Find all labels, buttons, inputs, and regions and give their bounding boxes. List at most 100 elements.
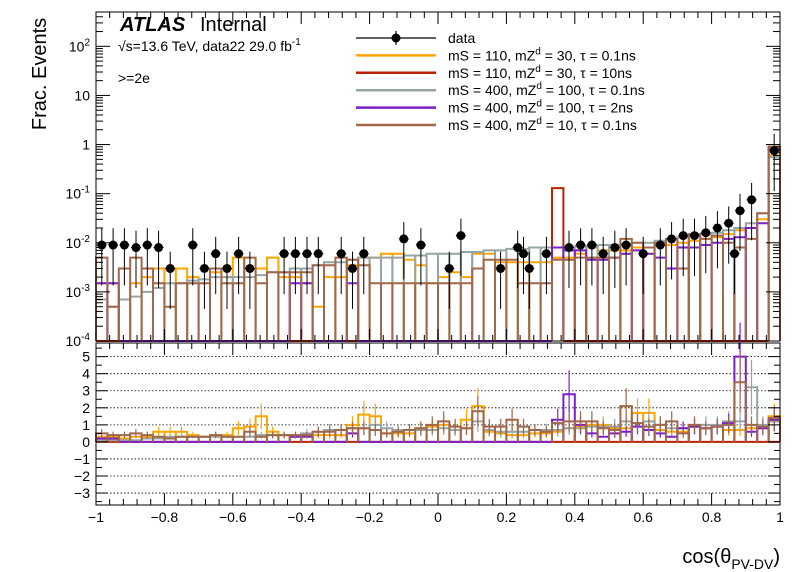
y-tick-label: 10-3 <box>66 283 91 300</box>
x-tick-label: 0 <box>434 509 442 525</box>
legend-entry: mS = 400, mZd = 10, τ = 0.1ns <box>356 116 637 133</box>
data-point <box>415 228 426 286</box>
data-point <box>398 222 409 280</box>
data-point <box>598 236 609 295</box>
data-point <box>518 236 529 295</box>
data-point <box>347 251 358 309</box>
ratio-x-ticks: −1 −0.8 −0.6 −0.4 −0.2 0 0.2 0.4 0.6 0.8 1 <box>88 343 784 525</box>
x-tick-label: −0.6 <box>219 509 247 525</box>
data-point <box>444 251 455 309</box>
data-point <box>575 228 586 286</box>
y-tick-label: 10-2 <box>66 234 91 251</box>
x-tick-label: −1 <box>88 509 104 525</box>
data-point <box>221 251 232 309</box>
data-point <box>358 236 369 295</box>
x-tick-label: 1 <box>776 509 784 525</box>
data-point <box>524 251 535 309</box>
y-tick-label: 1 <box>82 137 90 153</box>
data-point <box>108 228 119 286</box>
data-point <box>678 218 689 277</box>
legend-entry: mS = 400, mZd = 100, τ = 2ns <box>356 99 633 116</box>
data-point <box>495 251 506 309</box>
data-point <box>199 251 210 309</box>
legend-entry: mS = 110, mZd = 30, τ = 0.1ns <box>356 46 636 63</box>
data-point <box>689 218 700 277</box>
legend-label: data <box>448 30 475 46</box>
data-point <box>712 211 723 269</box>
data-point <box>119 228 130 286</box>
legend-entry: data <box>356 30 475 46</box>
data-point <box>455 218 466 277</box>
data-point <box>244 251 255 309</box>
ratio-y-tick-label: 5 <box>82 349 90 365</box>
selection-label: >=2e <box>118 70 150 86</box>
data-points <box>96 133 780 309</box>
ratio-y-tick-label: −1 <box>74 451 90 467</box>
data-point <box>336 236 347 295</box>
data-point <box>769 133 780 192</box>
data-point <box>279 236 290 295</box>
ratio-panel: −1 −0.8 −0.6 −0.4 −0.2 0 0.2 0.4 0.6 0.8 1 −3−2−10… <box>74 322 784 572</box>
data-point <box>233 236 244 295</box>
data-point <box>655 228 666 286</box>
data-point <box>313 236 324 295</box>
main-y-ticks: 10-4 10-3 10-2 10-1 1 10 102 <box>66 11 780 349</box>
data-point <box>723 206 734 264</box>
data-point <box>541 236 552 295</box>
legend-entry: mS = 400, mZd = 100, τ = 0.1ns <box>356 81 645 98</box>
x-tick-label: 0.6 <box>633 509 653 525</box>
ratio-y-tick-label: −2 <box>74 468 90 484</box>
legend-label: mS = 400, mZd = 100, τ = 2ns <box>448 99 633 116</box>
y-tick-label: 10-1 <box>66 185 91 202</box>
atlas-status-label: Internal <box>200 14 267 36</box>
atlas-label: ATLAS Internal <box>119 14 267 36</box>
data-point <box>210 236 221 295</box>
ratio-y-tick-label: 3 <box>82 383 90 399</box>
legend-entry: mS = 110, mZd = 30, τ = 10ns <box>356 64 632 81</box>
data-point <box>666 222 677 280</box>
x-tick-label: −0.4 <box>287 509 315 525</box>
data-point <box>302 236 313 295</box>
x-tick-label: −0.8 <box>151 509 179 525</box>
legend-label: mS = 110, mZd = 30, τ = 10ns <box>448 64 632 81</box>
legend-label: mS = 400, mZd = 10, τ = 0.1ns <box>448 116 637 133</box>
data-point <box>586 228 597 286</box>
ratio-histograms <box>95 322 781 443</box>
data-point <box>142 228 153 286</box>
data-point <box>638 236 649 295</box>
data-point <box>700 215 711 274</box>
data-point <box>729 236 740 295</box>
x-tick-label: −0.2 <box>356 509 384 525</box>
data-point <box>131 230 142 288</box>
y-tick-label: 10-4 <box>66 332 91 349</box>
legend-label: mS = 400, mZd = 100, τ = 0.1ns <box>448 81 645 98</box>
data-point <box>609 230 620 288</box>
data-point <box>746 182 757 241</box>
data-point <box>187 228 198 286</box>
data-point <box>563 230 574 288</box>
main-x-ticks <box>95 12 781 341</box>
y-axis-title: Frac. Events <box>29 18 51 130</box>
data-point <box>165 251 176 309</box>
data-point <box>512 230 523 288</box>
ratio-y-tick-label: 1 <box>82 417 90 433</box>
ratio-y-tick-label: −3 <box>74 485 90 501</box>
x-tick-label: 0.8 <box>702 509 722 525</box>
y-tick-label: 10 <box>74 87 90 103</box>
x-tick-label: 0.2 <box>497 509 517 525</box>
energy-lumi-label: √s=13.6 TeV, data22 29.0 fb-1 <box>118 37 301 54</box>
ratio-y-tick-label: 4 <box>82 366 90 382</box>
y-tick-label: 102 <box>69 37 91 54</box>
x-tick-label: 0.4 <box>565 509 585 525</box>
x-axis-title: cos(θPV-DV) <box>682 546 780 572</box>
data-point <box>734 193 745 252</box>
atlas-experiment-label: ATLAS <box>119 14 186 36</box>
data-point <box>621 228 632 286</box>
data-point <box>290 236 301 295</box>
legend-label: mS = 110, mZd = 30, τ = 0.1ns <box>448 46 636 63</box>
ratio-y-tick-label: 0 <box>82 434 90 450</box>
data-point <box>153 230 164 288</box>
